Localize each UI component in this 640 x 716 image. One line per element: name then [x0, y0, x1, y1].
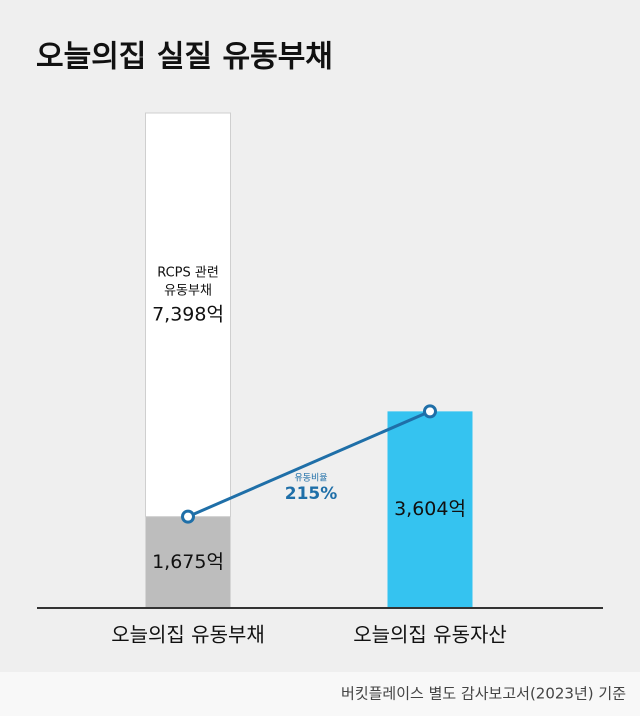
value-label: 7,398억 — [152, 303, 224, 325]
x-tick-label: 오늘의집 유동부채 — [111, 623, 265, 647]
segment-name: RCPS 관련 — [157, 265, 219, 280]
source-note: 버킷플레이스 별도 감사보고서(2023년) 기준 — [341, 685, 626, 703]
ratio-name: 유동비율 — [294, 472, 327, 483]
x-tick-label: 오늘의집 유동자산 — [353, 623, 507, 647]
value-label: 3,604억 — [394, 498, 466, 520]
bar — [145, 516, 231, 608]
value-label: 1,675억 — [152, 551, 224, 573]
background — [0, 0, 640, 672]
ratio-point — [423, 404, 437, 419]
ratio-point — [181, 509, 195, 524]
bar — [387, 411, 473, 608]
ratio-line — [187, 409, 431, 518]
ratio-value: 215% — [285, 484, 338, 504]
footer-background — [0, 672, 640, 716]
chart-title: 오늘의집 실질 유동부채 — [36, 40, 333, 75]
segment-name: 유동부채 — [164, 283, 212, 298]
